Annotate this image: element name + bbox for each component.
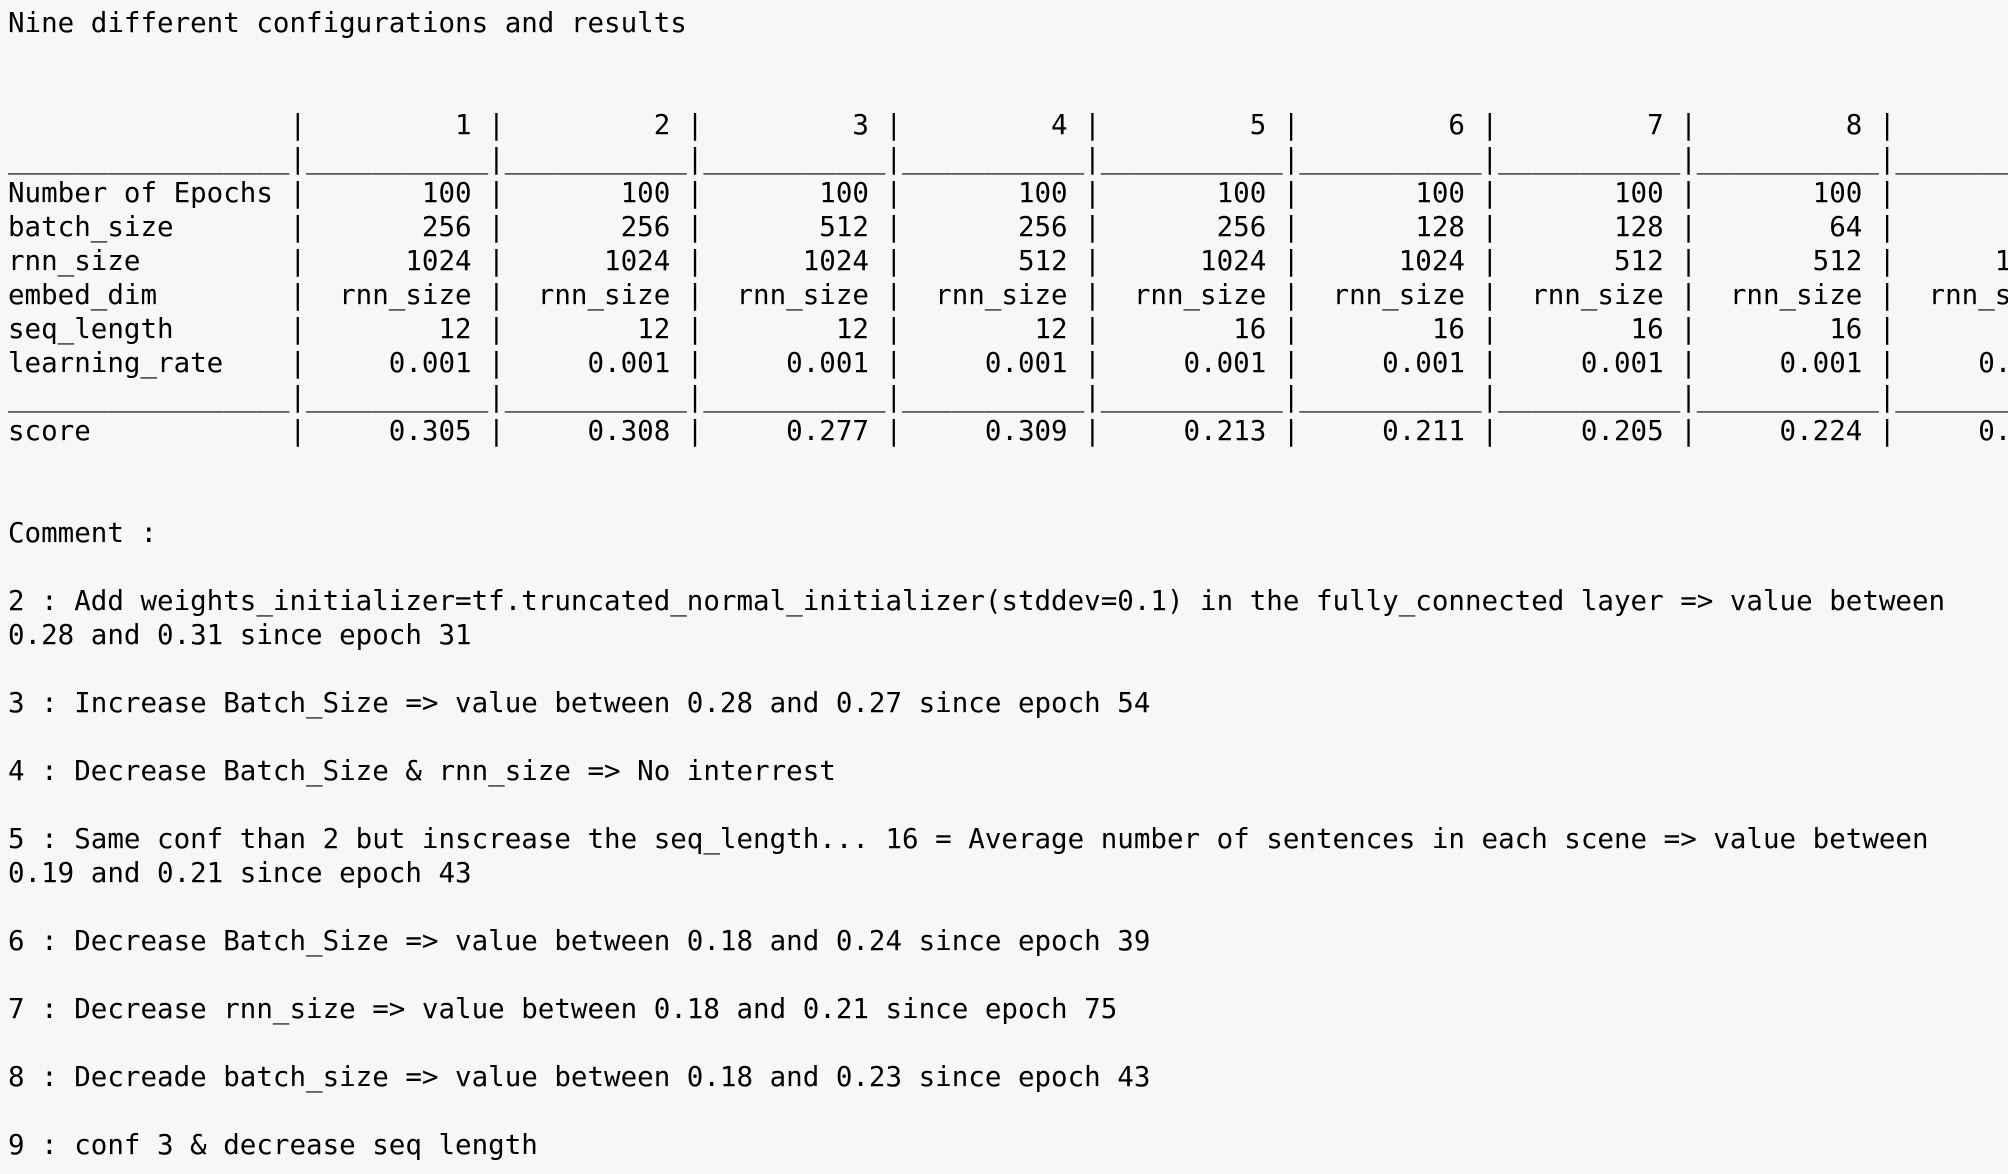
output-title: Nine different configurations and result… <box>8 7 687 39</box>
comment-line: 2 : Add weights_initializer=tf.truncated… <box>8 585 1946 617</box>
notebook-output: Nine different configurations and result… <box>8 6 2008 1162</box>
table-row-batch-size: batch_size | 256 | 256 | 512 | 256 | 256… <box>8 211 2008 243</box>
comment-line: 7 : Decrease rnn_size => value between 0… <box>8 993 1118 1025</box>
blank-line <box>8 550 2008 584</box>
comment-heading: Comment : <box>8 517 158 549</box>
blank-line <box>8 482 2008 516</box>
blank-line <box>8 74 2008 108</box>
comment-line: 5 : Same conf than 2 but inscrease the s… <box>8 823 1929 855</box>
blank-line <box>8 1026 2008 1060</box>
blank-line <box>8 652 2008 686</box>
comment-line: 4 : Decrease Batch_Size & rnn_size => No… <box>8 755 836 787</box>
table-row-learning-rate: learning_rate | 0.001 | 0.001 | 0.001 | … <box>8 347 2008 379</box>
blank-line <box>8 890 2008 924</box>
blank-line <box>8 958 2008 992</box>
table-header-row: | 1 | 2 | 3 | 4 | 5 | 6 | 7 | 8 | 9 | <box>8 109 2008 141</box>
table-row-seq-length: seq_length | 12 | 12 | 12 | 12 | 16 | 16… <box>8 313 2008 345</box>
blank-line <box>8 720 2008 754</box>
table-row-score: score | 0.305 | 0.308 | 0.277 | 0.309 | … <box>8 415 2008 447</box>
blank-line <box>8 1094 2008 1128</box>
blank-line <box>8 788 2008 822</box>
table-row-number-of-epochs: Number of Epochs | 100 | 100 | 100 | 100… <box>8 177 2008 209</box>
table-row-rnn-size: rnn_size | 1024 | 1024 | 1024 | 512 | 10… <box>8 245 2008 277</box>
table-separator: _________________|___________|__________… <box>8 143 2008 175</box>
blank-line <box>8 448 2008 482</box>
comment-line: 8 : Decreade batch_size => value between… <box>8 1061 1151 1093</box>
comment-line: 6 : Decrease Batch_Size => value between… <box>8 925 1151 957</box>
blank-line <box>8 40 2008 74</box>
table-row-embed-dim: embed_dim | rnn_size | rnn_size | rnn_si… <box>8 279 2008 311</box>
comment-line: 0.19 and 0.21 since epoch 43 <box>8 857 472 889</box>
comment-line: 0.28 and 0.31 since epoch 31 <box>8 619 472 651</box>
comment-line: 3 : Increase Batch_Size => value between… <box>8 687 1151 719</box>
comment-line: 9 : conf 3 & decrease seq length <box>8 1129 538 1161</box>
table-separator: _________________|___________|__________… <box>8 381 2008 413</box>
